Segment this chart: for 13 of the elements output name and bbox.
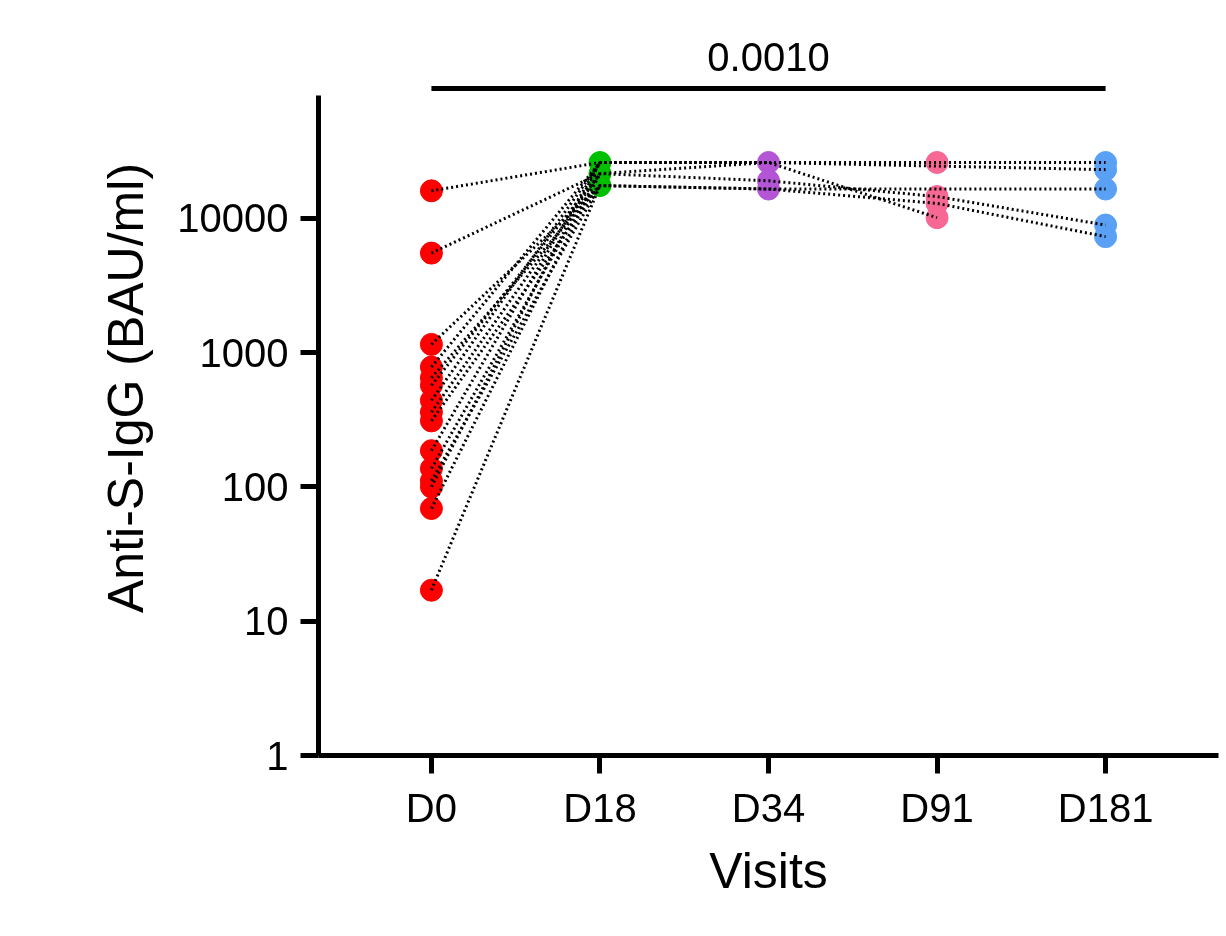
x-tick-label: D34	[731, 785, 806, 830]
y-axis-title: Anti-S-IgG (BAU/ml)	[98, 162, 155, 614]
x-tick-label: D18	[563, 785, 637, 830]
x-tick-label: D181	[1057, 785, 1154, 830]
y-tick-label: 10	[244, 599, 289, 644]
y-tick-label: 1	[266, 733, 289, 778]
y-tick-label: 100	[221, 464, 289, 509]
x-axis-title: Visits	[709, 842, 828, 899]
x-tick-label: D0	[405, 785, 457, 830]
text: 0.0010	[707, 34, 830, 79]
y-tick-label: 10000	[177, 196, 289, 241]
y-tick-label: 1000	[199, 330, 289, 375]
x-tick-label: D91	[900, 785, 974, 830]
